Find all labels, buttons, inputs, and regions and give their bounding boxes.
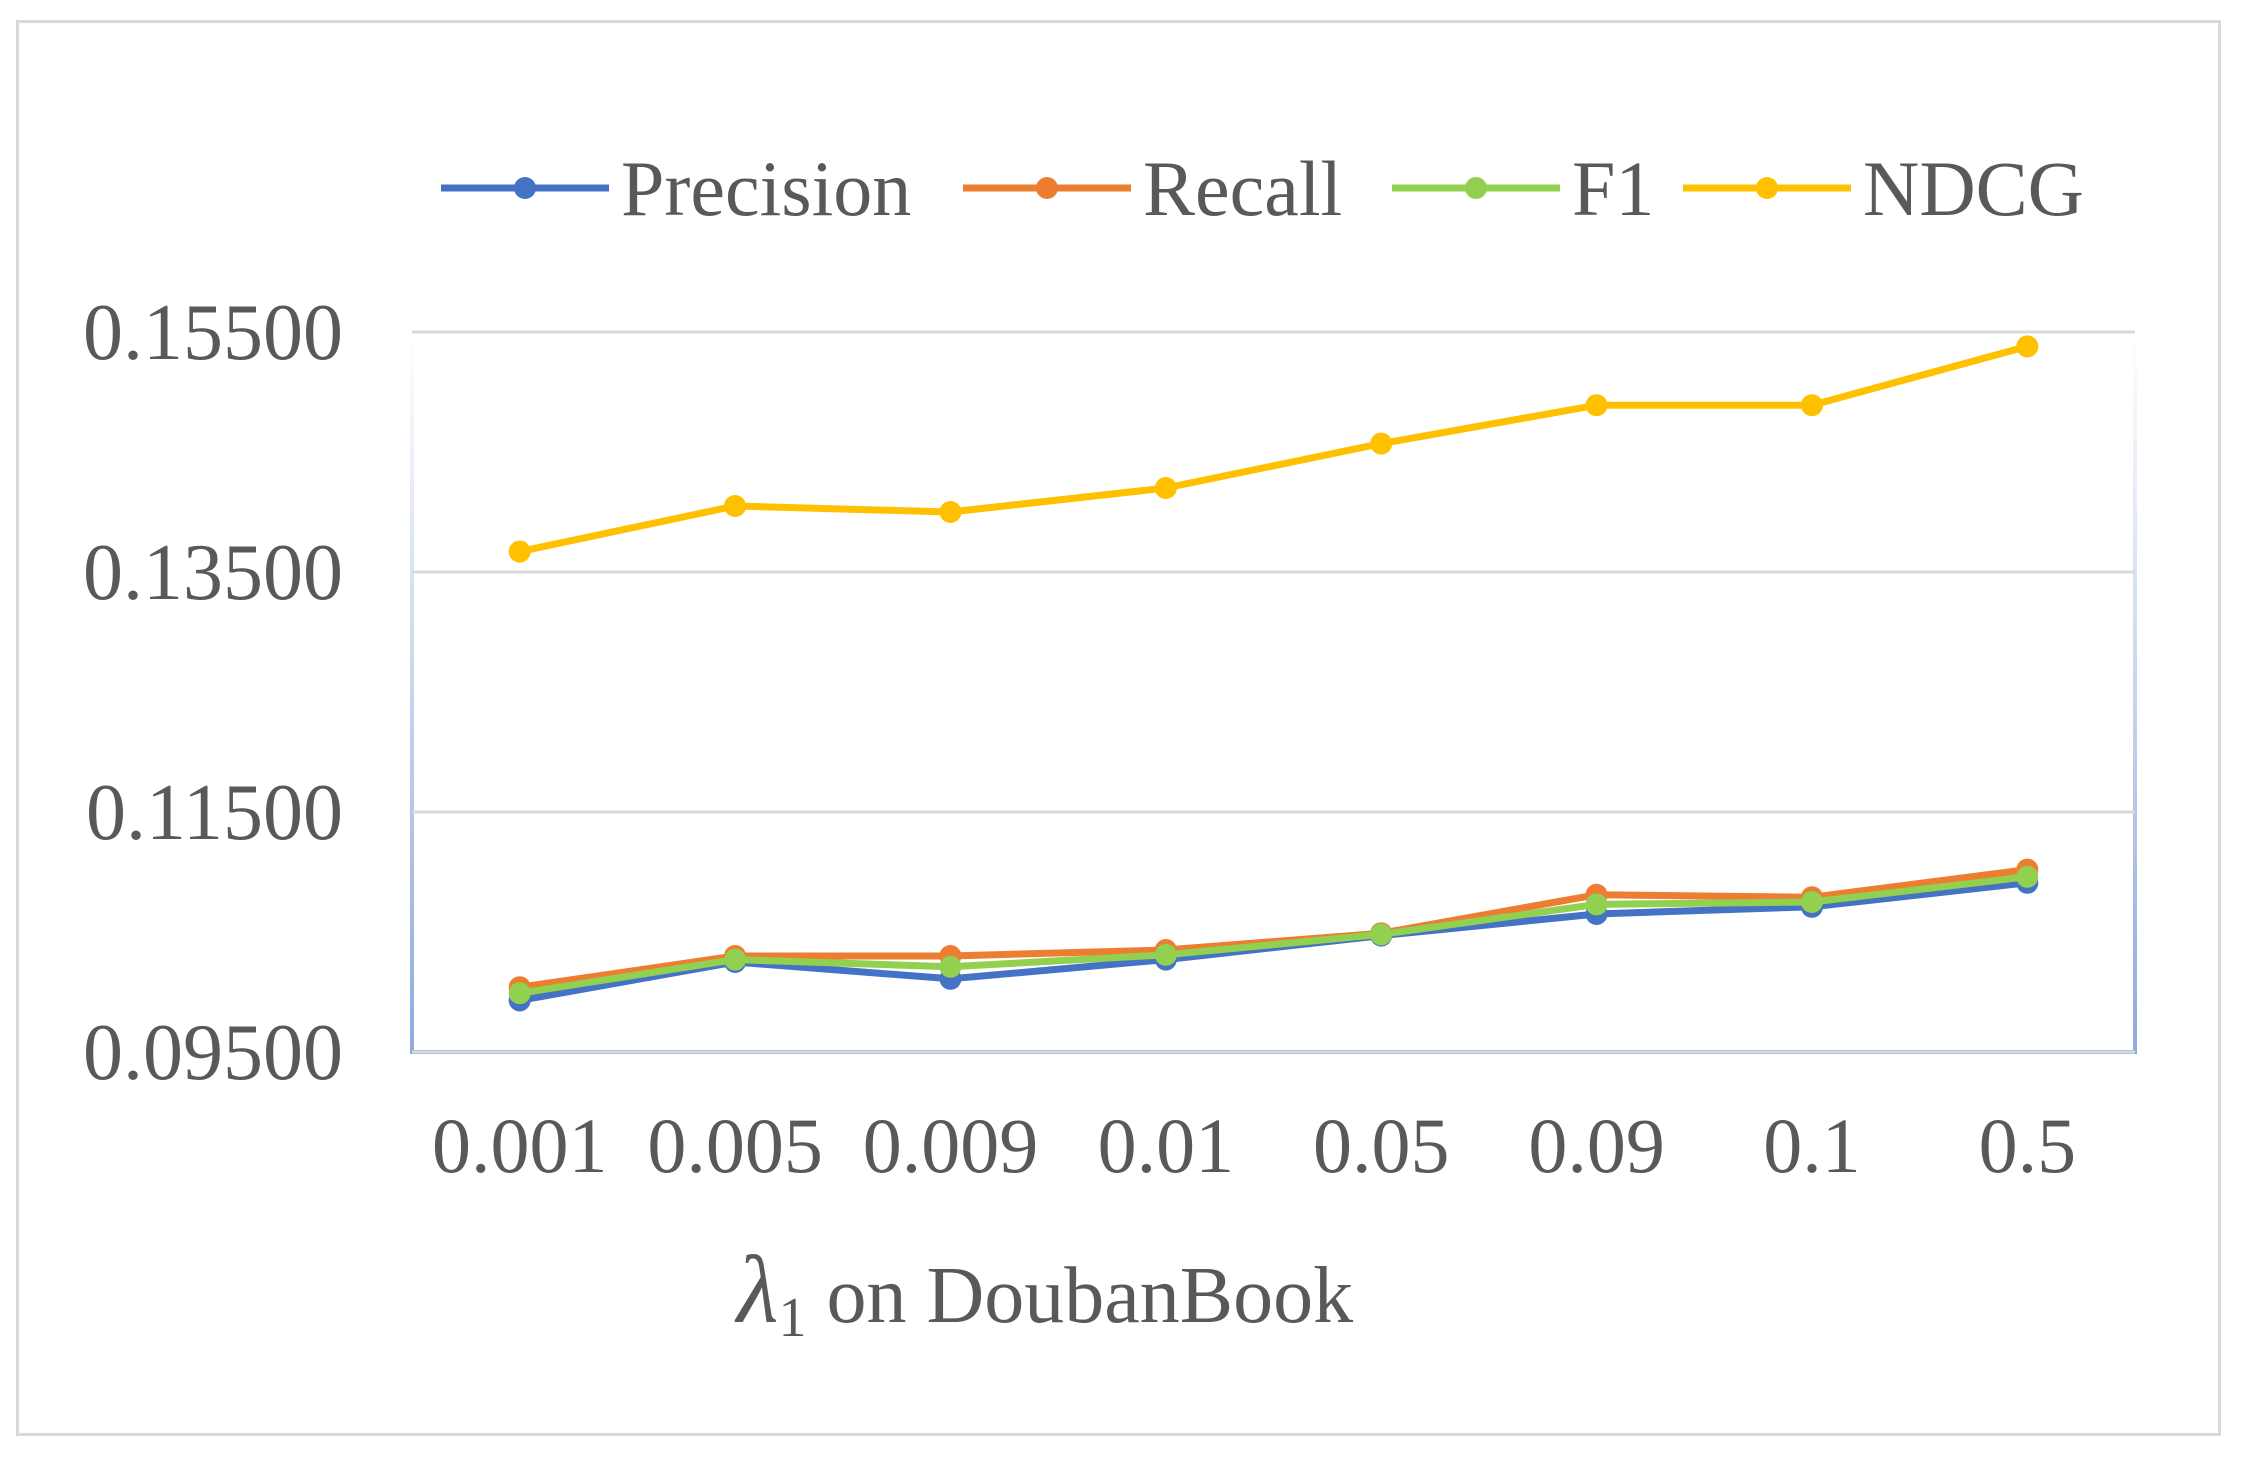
y-axis-ticks: 0.09500 0.11500 0.13500 0.15500	[83, 289, 343, 1097]
x-tick-label: 0.05	[1313, 1102, 1450, 1189]
legend-swatch-marker	[1756, 177, 1778, 199]
series-line	[516, 866, 2031, 991]
x-axis-title-text: on DoubanBook	[806, 1252, 1353, 1340]
data-point	[2016, 865, 2039, 888]
data-point	[508, 540, 531, 563]
legend-label: Recall	[1143, 145, 1342, 232]
legend-item-recall: Recall	[963, 145, 1342, 232]
legend-swatch-marker	[514, 177, 536, 199]
y-tick-label: 0.13500	[83, 529, 343, 617]
data-point	[1800, 394, 1823, 417]
x-tick-label: 0.1	[1763, 1102, 1861, 1189]
data-point	[1585, 893, 1608, 916]
legend-label: Precision	[621, 145, 911, 232]
x-axis-ticks: 0.001 0.005 0.009 0.01 0.05 0.09 0.1 0.5	[432, 1102, 2076, 1189]
series-ndcg	[508, 335, 2039, 563]
data-point	[1370, 432, 1393, 455]
x-tick-label: 0.009	[863, 1102, 1039, 1189]
legend-label: F1	[1572, 145, 1654, 232]
chart-frame	[16, 20, 2221, 1436]
y-tick-label: 0.11500	[86, 769, 343, 857]
data-point	[1154, 477, 1177, 499]
series-layer	[508, 335, 2039, 1012]
x-axis-title-subscript: 1	[778, 1287, 806, 1349]
legend-item-precision: Precision	[441, 145, 911, 232]
x-tick-label: 0.5	[1979, 1102, 2077, 1189]
gridlines	[412, 330, 2135, 1054]
y-tick-label: 0.09500	[83, 1009, 343, 1097]
legend-item-f1: F1	[1392, 145, 1654, 232]
x-tick-label: 0.09	[1528, 1102, 1665, 1189]
data-point	[939, 501, 962, 523]
x-tick-label: 0.001	[432, 1102, 608, 1189]
data-point	[939, 955, 962, 978]
legend-swatch-marker	[1465, 177, 1487, 199]
data-point	[724, 495, 747, 517]
legend-swatch-marker	[1036, 177, 1058, 199]
legend-label: NDCG	[1863, 145, 2084, 232]
data-point	[2016, 335, 2039, 358]
data-point	[508, 982, 531, 1005]
data-point	[724, 948, 747, 971]
data-point	[1585, 394, 1608, 417]
x-axis-title-symbol: λ	[734, 1236, 779, 1343]
x-tick-label: 0.01	[1098, 1102, 1235, 1189]
series-f1	[508, 865, 2039, 1005]
data-point	[1370, 923, 1393, 946]
data-point	[1800, 891, 1823, 913]
series-line	[516, 873, 2031, 997]
data-point	[1154, 943, 1177, 966]
y-tick-label: 0.15500	[83, 289, 343, 377]
series-line	[516, 342, 2031, 556]
x-tick-label: 0.005	[647, 1102, 823, 1189]
legend: Precision Recall F1 NDCG	[441, 145, 2084, 232]
x-axis-title: λ1 on DoubanBook	[734, 1236, 1353, 1349]
series-recall	[508, 858, 2039, 999]
legend-item-ndcg: NDCG	[1683, 145, 2084, 232]
